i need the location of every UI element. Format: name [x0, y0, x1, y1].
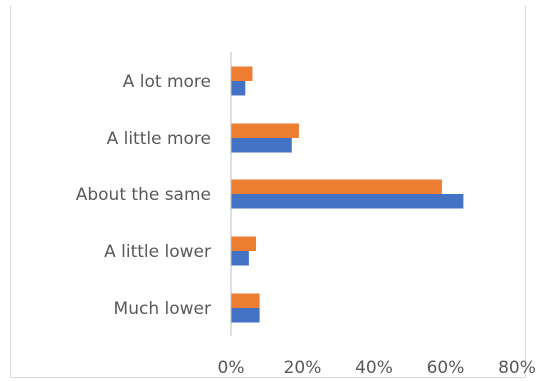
bars-group — [231, 66, 464, 323]
category-label: Much lower — [114, 299, 211, 319]
bar-series1-much-lower — [231, 308, 260, 323]
category-label: A little more — [107, 129, 211, 149]
category-label: A little lower — [104, 242, 211, 262]
bar-series1-a-little-more — [231, 138, 292, 153]
bar-series1-a-lot-more — [231, 81, 246, 96]
bar-series2-about-the-same — [231, 179, 442, 194]
category-label: A lot more — [123, 72, 211, 92]
x-tick-label: 80% — [498, 358, 536, 378]
bar-series1-a-little-lower — [231, 251, 249, 266]
value-tick-labels: 0% 20% 40% 60% 80% — [218, 358, 536, 378]
bar-series2-a-little-more — [231, 123, 299, 138]
bar-series2-a-lot-more — [231, 66, 253, 81]
x-tick-label: 40% — [355, 358, 393, 378]
category-label: About the same — [76, 185, 211, 205]
category-labels: A lot more A little more About the same A l… — [76, 72, 211, 319]
bar-series2-much-lower — [231, 293, 260, 308]
x-tick-label: 20% — [284, 358, 322, 378]
x-tick-label: 0% — [218, 358, 245, 378]
bar-series1-about-the-same — [231, 194, 464, 209]
bar-series2-a-little-lower — [231, 236, 257, 251]
x-tick-label: 60% — [427, 358, 465, 378]
